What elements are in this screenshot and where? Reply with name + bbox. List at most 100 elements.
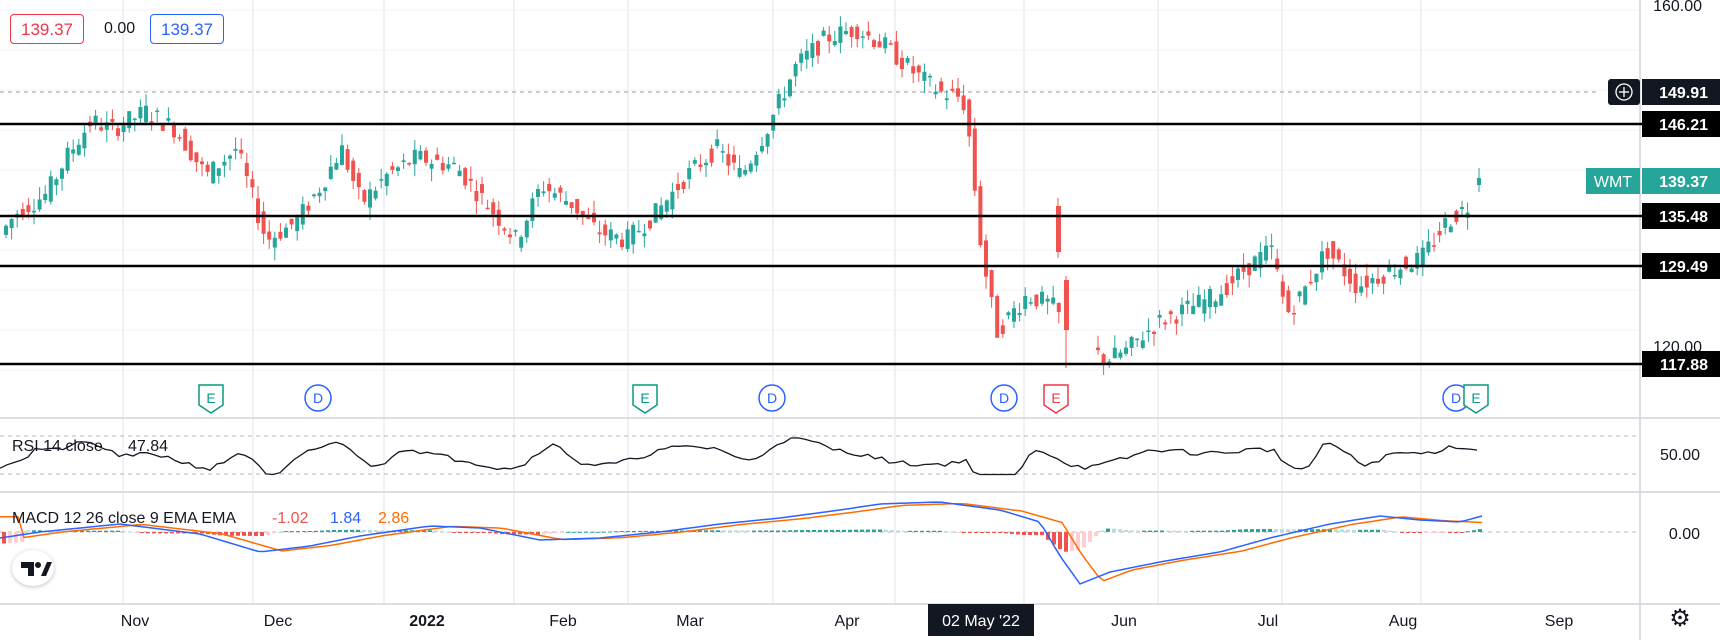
candle	[480, 184, 484, 193]
candle	[653, 203, 658, 223]
macd-histogram-bar	[836, 529, 840, 532]
macd-histogram-bar	[230, 532, 234, 536]
macd-histogram-bar	[782, 530, 786, 532]
candle	[737, 167, 742, 177]
candle	[860, 36, 865, 38]
macd-histogram-bar	[440, 531, 444, 533]
candle	[155, 110, 160, 113]
macd-histogram-bar	[1466, 531, 1470, 533]
macd-histogram-bar	[248, 532, 252, 536]
candle	[1342, 264, 1347, 277]
macd-histogram-bar	[1388, 530, 1392, 532]
macd-histogram-bar	[614, 531, 618, 533]
macd-histogram-bar	[1052, 532, 1056, 545]
macd-histogram-bar	[56, 530, 60, 532]
macd-histogram-bar	[194, 532, 198, 534]
candle	[944, 98, 949, 101]
macd-histogram-bar	[1088, 532, 1092, 542]
candle	[222, 161, 227, 166]
candle	[1185, 300, 1190, 305]
macd-histogram-bar	[944, 531, 948, 533]
macd-histogram-bar	[8, 532, 12, 543]
candle	[1146, 330, 1151, 333]
candle	[60, 168, 64, 179]
candle	[496, 209, 501, 226]
macd-histogram-bar	[368, 530, 372, 532]
price-axis-label: 160.00	[1653, 0, 1702, 15]
candle	[1208, 288, 1212, 308]
tradingview-logo[interactable]	[12, 550, 54, 586]
horizontal-levels	[0, 122, 1720, 366]
macd-histogram-bar	[542, 532, 546, 535]
candle	[793, 63, 798, 77]
candle	[211, 161, 216, 184]
macd-hist-value: -1.02	[272, 510, 309, 527]
candle	[614, 234, 619, 239]
macd-histogram-bar	[254, 532, 258, 536]
macd-histogram-bar	[1400, 532, 1404, 533]
candle	[1303, 286, 1308, 305]
candle	[855, 26, 860, 40]
dividend-event[interactable]: D	[758, 384, 786, 412]
candle	[37, 199, 42, 210]
macd-histogram-bar	[314, 530, 318, 532]
macd-histogram-bar	[380, 530, 384, 532]
candle	[1012, 308, 1016, 322]
macd-histogram-bar	[1394, 531, 1398, 533]
macd-histogram-bar	[1094, 532, 1098, 537]
earnings-event[interactable]: E	[1463, 384, 1489, 414]
time-axis-label: Mar	[676, 613, 704, 630]
macd-histogram-bar	[386, 530, 390, 532]
candles	[4, 16, 1481, 375]
earnings-event[interactable]: E	[632, 384, 658, 414]
macd-histogram-bar	[1382, 529, 1386, 532]
candle	[1286, 290, 1291, 313]
macd-histogram-bar	[356, 529, 360, 532]
macd-histogram-bar	[1124, 529, 1128, 532]
macd-histogram-bar	[1190, 530, 1194, 532]
candle	[844, 31, 848, 35]
macd-histogram-bar	[116, 530, 120, 532]
macd-histogram-bar	[302, 531, 306, 533]
candle	[967, 99, 972, 137]
candle	[1101, 354, 1106, 364]
gear-icon[interactable]: ⚙	[1669, 605, 1691, 632]
rsi-line	[0, 437, 1478, 476]
candle	[1420, 247, 1425, 267]
macd-histogram-bar	[458, 532, 462, 533]
candle	[1124, 347, 1128, 354]
macd-histogram-bar	[878, 529, 882, 532]
candle	[20, 208, 25, 218]
plus-circle-ring	[1615, 83, 1633, 101]
candle	[233, 148, 238, 151]
candle	[905, 57, 910, 63]
macd-histogram-bar	[422, 530, 426, 532]
candle	[569, 202, 574, 208]
time-axis-label: 2022	[409, 613, 445, 630]
candle	[888, 43, 893, 45]
time-axis-label: Jul	[1258, 613, 1278, 630]
earnings-event[interactable]: E	[1043, 384, 1069, 414]
candle	[104, 122, 109, 130]
earnings-event[interactable]: E	[198, 384, 224, 414]
dividend-event[interactable]: D	[990, 384, 1018, 412]
candle	[1028, 302, 1033, 304]
candle	[872, 40, 876, 48]
candle	[373, 190, 378, 199]
candle	[32, 210, 36, 213]
candle	[748, 163, 753, 172]
macd-histogram-bar	[1070, 532, 1074, 552]
candle	[580, 210, 585, 215]
macd-histogram-bar	[632, 530, 636, 532]
candle	[1096, 347, 1100, 351]
macd-histogram-bar	[974, 532, 978, 533]
candle	[788, 79, 792, 97]
dividend-event[interactable]: D	[304, 384, 332, 412]
macd-histogram-bar	[1448, 532, 1452, 533]
plus-circle-icon[interactable]	[1608, 79, 1640, 105]
macd-histogram-bar	[1034, 532, 1038, 536]
price-tag-bg	[1642, 351, 1720, 377]
candle	[1387, 266, 1392, 272]
